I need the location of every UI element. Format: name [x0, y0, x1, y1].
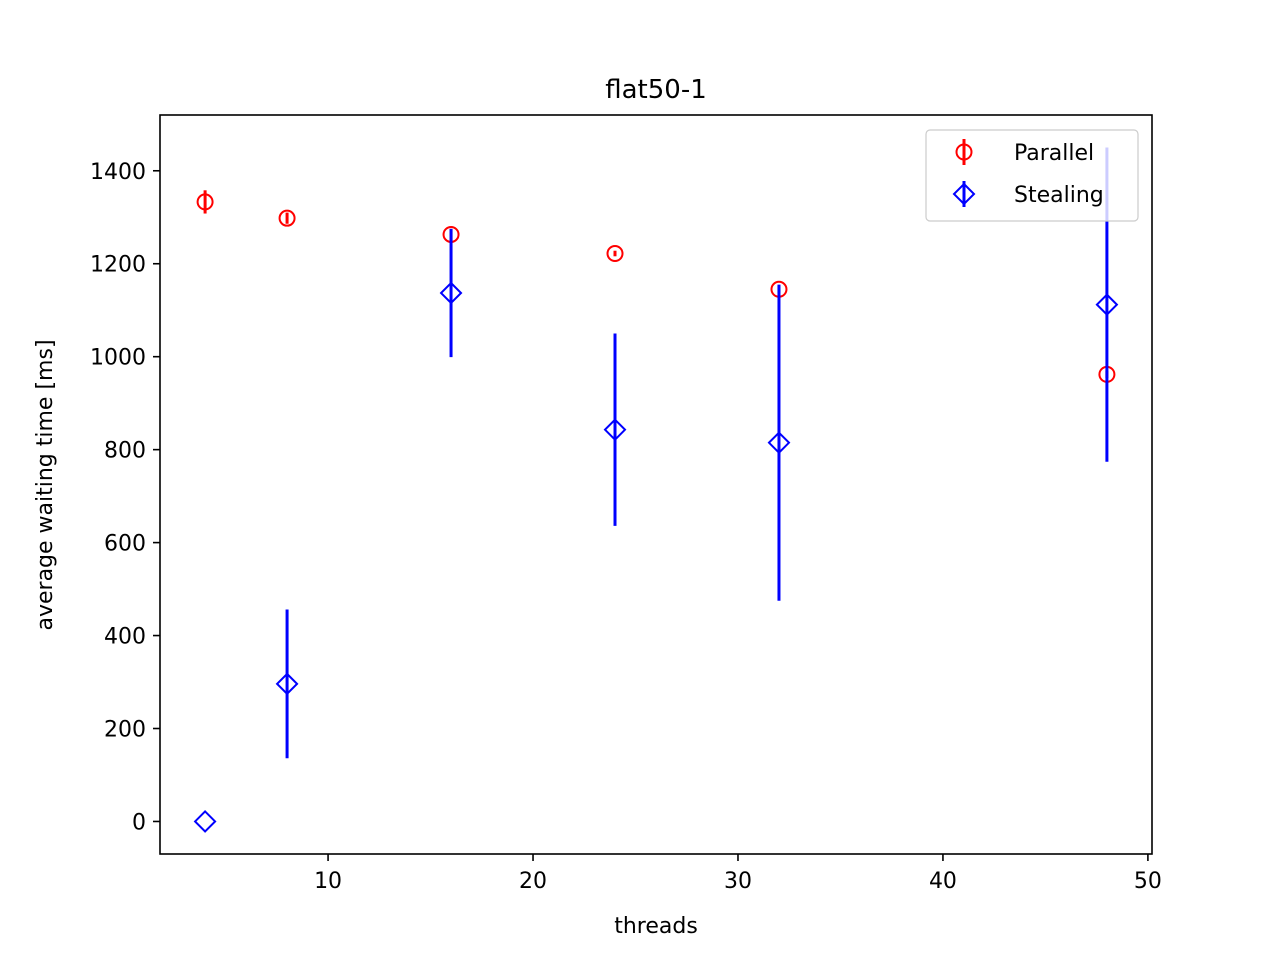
legend-stealing-label: Stealing	[1014, 183, 1104, 208]
y-tick-label: 1000	[90, 346, 146, 371]
parallel-point	[278, 209, 296, 227]
parallel-point	[606, 245, 624, 263]
legend-stealing-marker	[952, 182, 976, 206]
x-tick-label: 10	[314, 869, 342, 894]
y-tick-label: 800	[104, 439, 146, 464]
chart-title: flat50-1	[605, 75, 707, 105]
legend-parallel-marker	[955, 143, 973, 161]
stealing-point	[439, 281, 463, 305]
parallel-point	[196, 193, 214, 211]
y-tick-label: 400	[104, 625, 146, 650]
x-tick-label: 40	[929, 869, 957, 894]
y-tick-label: 1400	[90, 160, 146, 185]
y-axis-label: average waiting time [ms]	[33, 339, 58, 630]
y-tick-label: 0	[132, 810, 146, 835]
legend-parallel-label: Parallel	[1014, 141, 1094, 166]
y-tick-label: 600	[104, 532, 146, 557]
x-axis: 10 20 30 40 50	[314, 854, 1162, 894]
legend: Parallel Stealing	[925, 129, 1139, 222]
y-tick-label: 200	[104, 718, 146, 743]
stealing-point	[193, 810, 217, 833]
stealing-point	[275, 672, 299, 696]
x-tick-label: 20	[519, 869, 547, 894]
y-tick-label: 1200	[90, 253, 146, 278]
stealing-point	[767, 431, 791, 455]
stealing-point	[1095, 293, 1119, 317]
legend-box	[925, 129, 1139, 222]
stealing-point	[603, 418, 627, 442]
y-axis: 0 200 400 600 800 1000 1200 1400	[90, 160, 160, 835]
axes-frame	[159, 114, 1153, 855]
x-tick-label: 50	[1134, 869, 1162, 894]
x-axis-label: threads	[614, 914, 698, 939]
x-tick-label: 30	[724, 869, 752, 894]
